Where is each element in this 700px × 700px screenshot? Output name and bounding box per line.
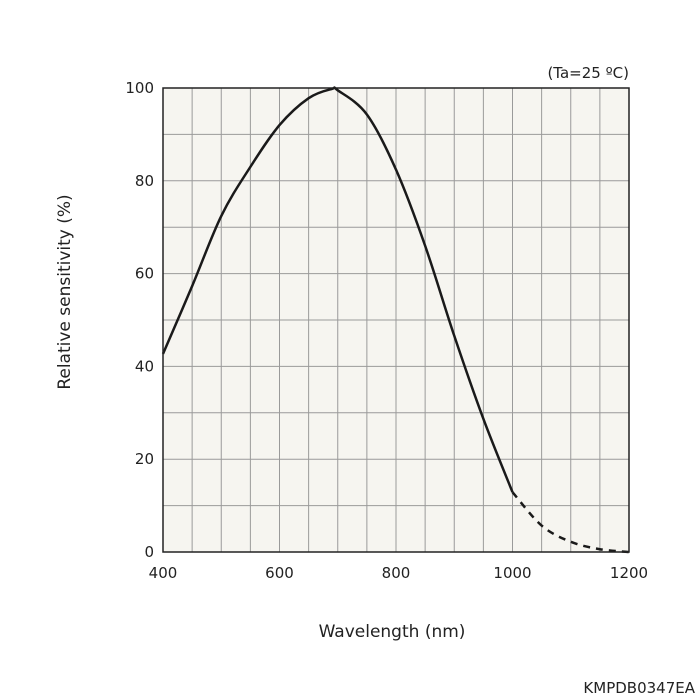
x-tick-label: 600: [265, 564, 294, 582]
y-tick-label: 60: [135, 265, 154, 283]
x-tick-label: 400: [149, 564, 178, 582]
y-tick-label: 40: [135, 357, 154, 375]
y-tick-label: 0: [144, 543, 154, 561]
x-axis-label: Wavelength (nm): [319, 622, 466, 642]
x-tick-label: 1000: [493, 564, 531, 582]
y-axis-label: Relative sensitivity (%): [55, 194, 75, 389]
y-tick-label: 100: [125, 79, 154, 97]
temperature-annotation: (Ta=25 ºC): [547, 64, 629, 82]
x-tick-label: 1200: [610, 564, 648, 582]
figure-code: KMPDB0347EA: [583, 679, 695, 697]
y-tick-label: 80: [135, 172, 154, 190]
x-tick-label: 800: [382, 564, 411, 582]
plot-frame: [162, 87, 630, 553]
x-axis-ticks: 400 600 800 1000 1200: [149, 564, 648, 582]
series-extrapolated-line: [511, 491, 630, 554]
y-tick-label: 20: [135, 450, 154, 468]
y-axis-ticks: 0 20 40 60 80 100: [125, 79, 154, 561]
